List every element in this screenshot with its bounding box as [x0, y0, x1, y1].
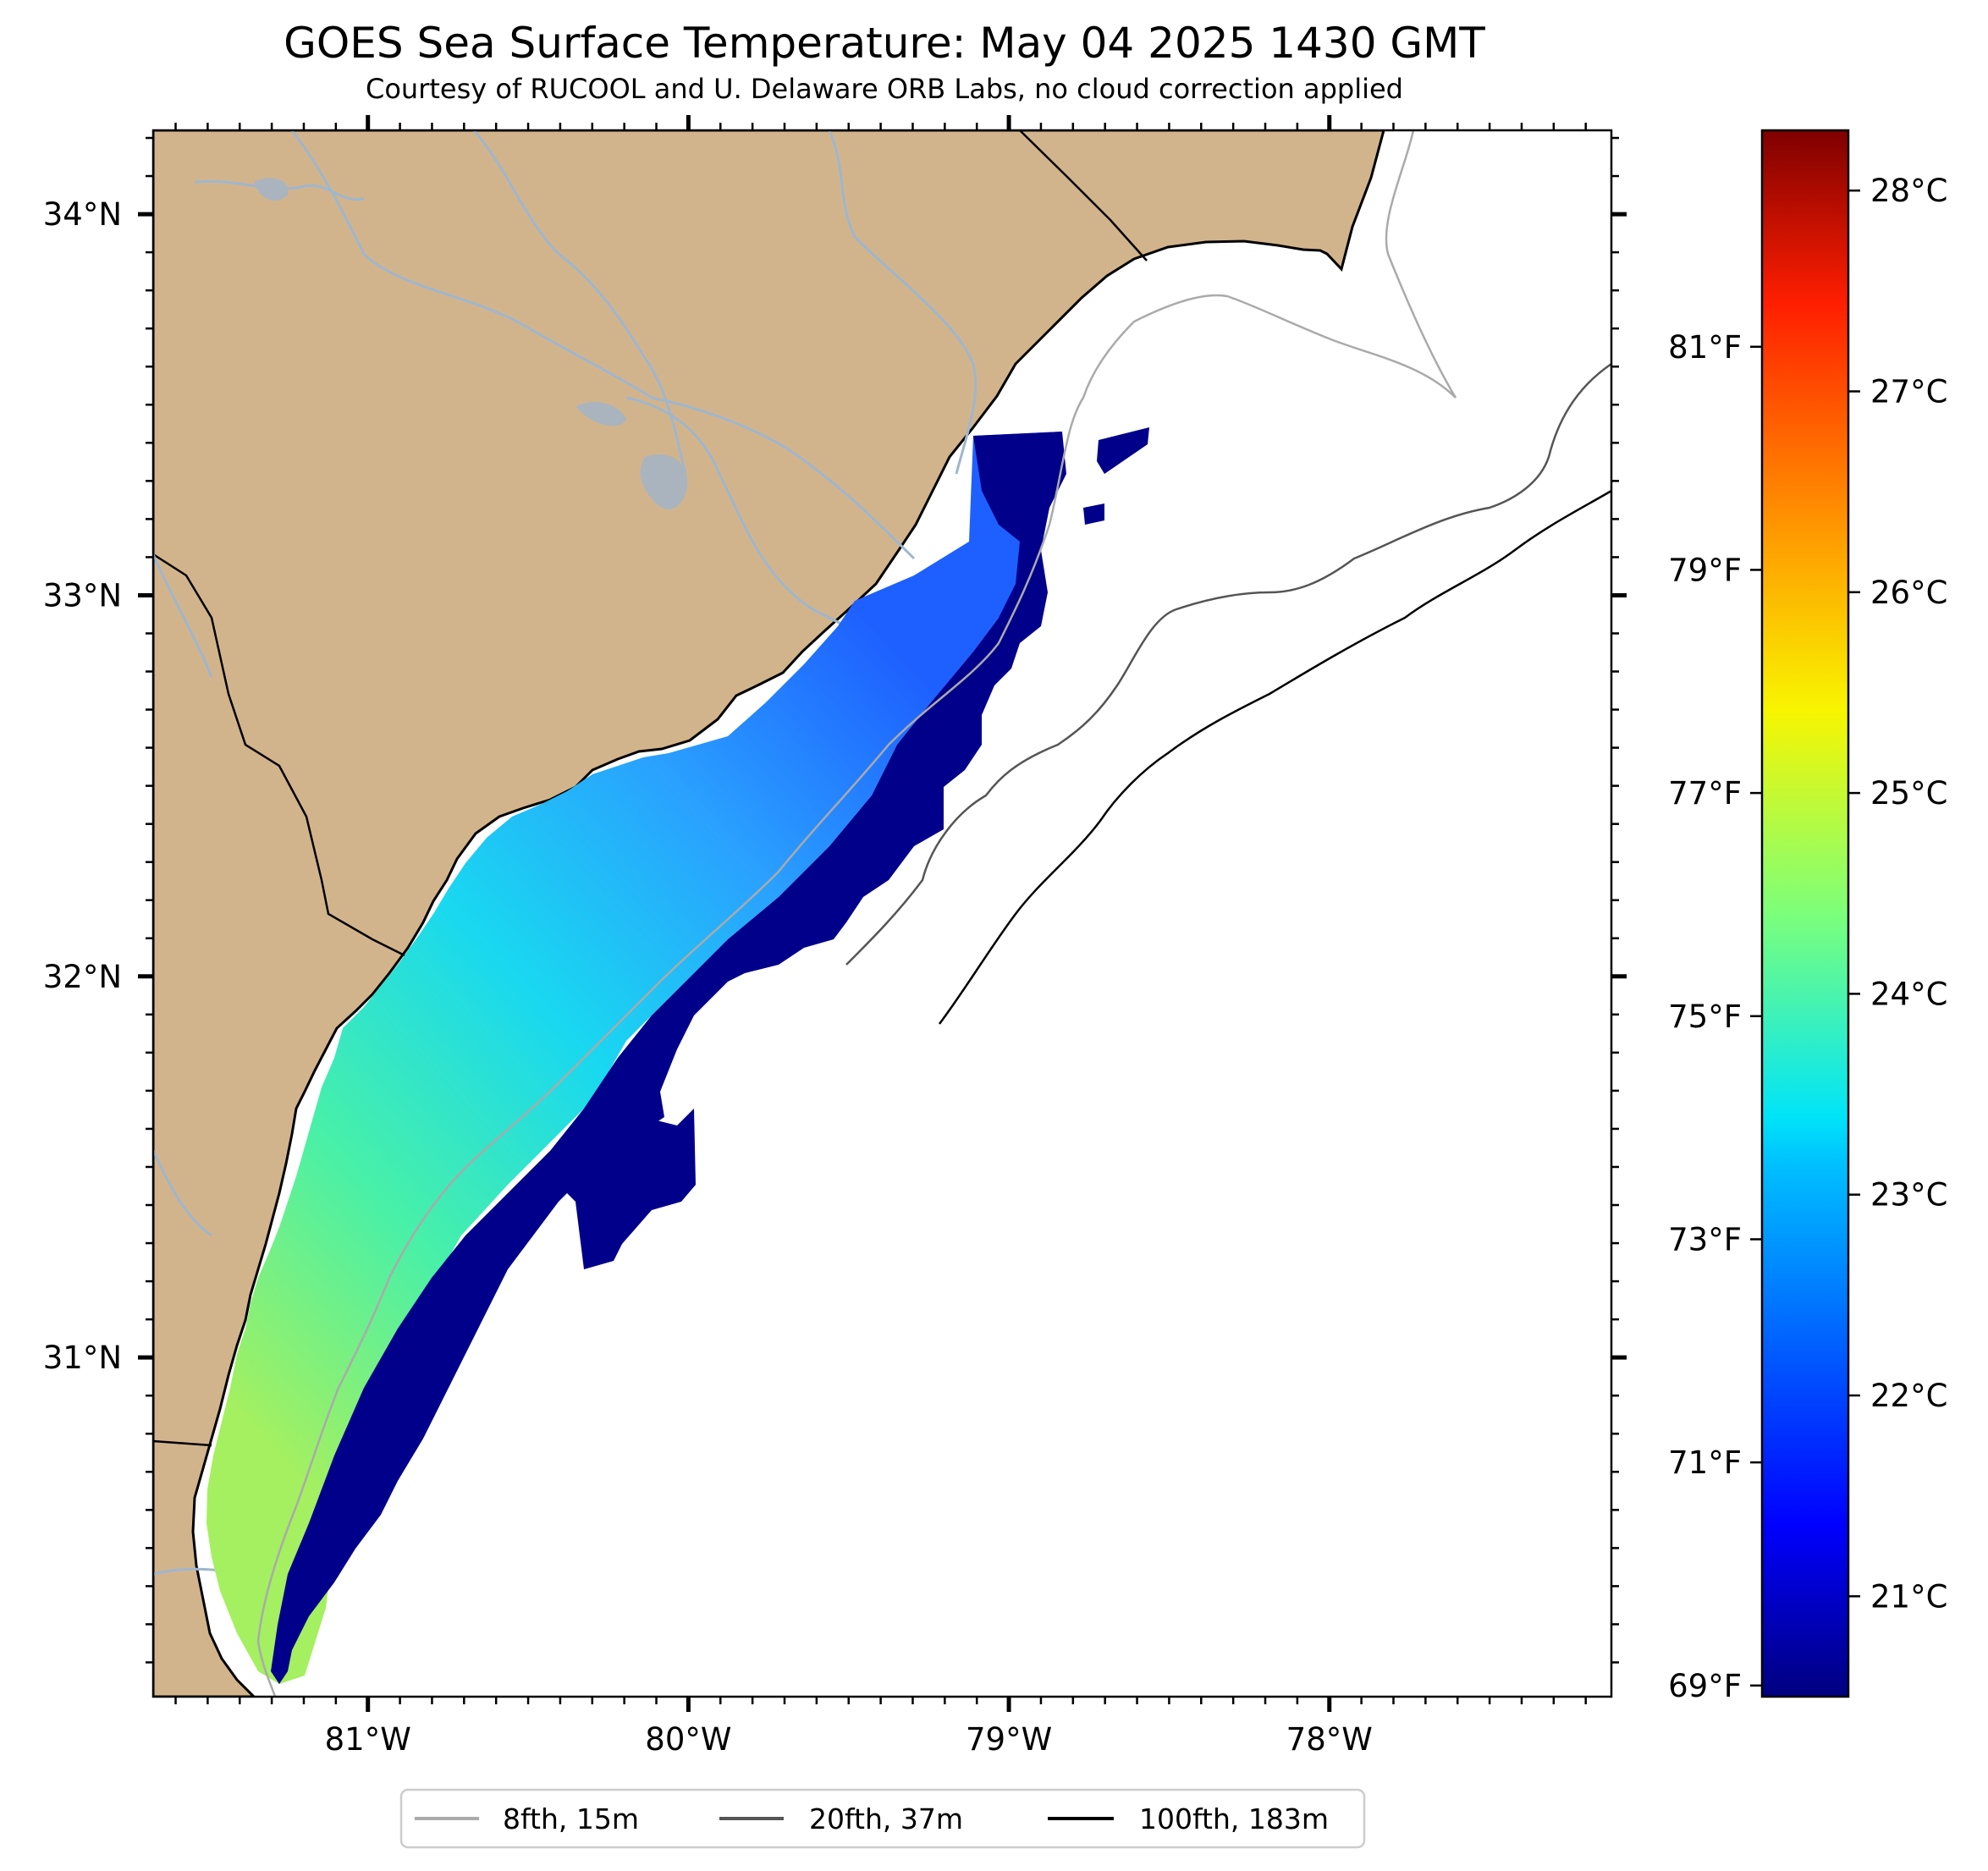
map-panel: [153, 130, 1611, 1697]
colorbar-label-75f: 75°F: [1668, 999, 1742, 1035]
legend-box: [399, 1788, 1366, 1849]
longitude-labels: 81°W 80°W 79°W 78°W: [325, 1721, 1373, 1758]
latitude-labels: 34°N 33°N 32°N 31°N: [43, 196, 122, 1376]
longitude-label-80w: 80°W: [645, 1721, 731, 1758]
colorbar-label-73f: 73°F: [1668, 1221, 1742, 1257]
colorbar-label-69f: 69°F: [1668, 1668, 1742, 1704]
colorbar-label-27c: 27°C: [1870, 374, 1947, 410]
colorbar-label-71f: 71°F: [1668, 1445, 1742, 1481]
legend-label-20fth: 20fth, 37m: [809, 1802, 963, 1835]
latitude-label-32n: 32°N: [43, 959, 122, 995]
colorbar-label-26c: 26°C: [1870, 575, 1947, 611]
colorbar-label-77f: 77°F: [1668, 775, 1742, 812]
longitude-label-78w: 78°W: [1286, 1721, 1373, 1758]
colorbar-label-79f: 79°F: [1668, 552, 1742, 588]
contour-100fth-183m: [938, 489, 1611, 1025]
colorbar-label-21c: 21°C: [1870, 1578, 1947, 1615]
contour-20fth-37m: [845, 362, 1611, 966]
latitude-label-31n: 31°N: [43, 1340, 122, 1376]
longitude-label-81w: 81°W: [325, 1721, 411, 1758]
colorbar-gradient: [1762, 130, 1848, 1697]
sst-data-warm: [207, 432, 1062, 1684]
state-border: [1019, 130, 1148, 261]
lake: [575, 402, 626, 426]
colorbar-label-25c: 25°C: [1870, 775, 1947, 812]
lake: [254, 178, 289, 201]
sst-data-cold: [550, 1109, 696, 1269]
colorbar-label-28c: 28°C: [1870, 173, 1947, 209]
sst-data-cold: [1083, 504, 1104, 525]
sst-data-cold: [1097, 427, 1149, 474]
colorbar-frame: [1760, 129, 1850, 1698]
legend: 8fth, 15m 20fth, 37m 100fth, 183m: [399, 1788, 1366, 1849]
colorbar-ticks: [1750, 189, 1860, 1687]
rivers: [153, 130, 977, 1576]
map-ticks: [138, 115, 1627, 1712]
legend-label-8fth: 8fth, 15m: [503, 1802, 639, 1835]
colorbar-label-22c: 22°C: [1870, 1378, 1947, 1414]
colorbar-label-23c: 23°C: [1870, 1177, 1947, 1213]
sst-data-cold: [271, 432, 1066, 1684]
colorbar: 28°C 27°C 26°C 25°C 24°C 23°C 22°C 21°C …: [1668, 129, 1947, 1704]
land-mass: [153, 130, 1385, 1697]
longitude-label-79w: 79°W: [966, 1721, 1052, 1758]
legend-label-100fth: 100fth, 183m: [1139, 1802, 1329, 1835]
contour-8fth-15m: [256, 130, 1457, 1697]
map-frame: [151, 129, 1613, 1698]
colorbar-label-24c: 24°C: [1870, 976, 1947, 1012]
map-title: GOES Sea Surface Temperature: May 04 202…: [284, 19, 1485, 68]
latitude-label-34n: 34°N: [43, 196, 122, 233]
state-border: [153, 1439, 212, 1447]
latitude-label-33n: 33°N: [43, 577, 122, 614]
map-subtitle: Courtesy of RUCOOL and U. Delaware ORB L…: [366, 73, 1403, 105]
lake: [640, 454, 688, 510]
colorbar-label-81f: 81°F: [1668, 329, 1742, 366]
state-border: [153, 553, 416, 962]
